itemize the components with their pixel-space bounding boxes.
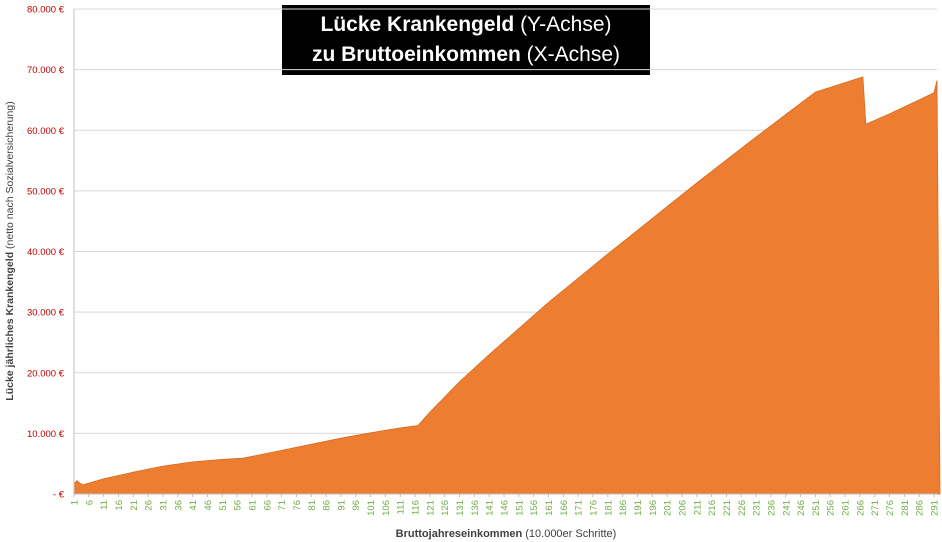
x-tick-label: 101 [366,500,377,516]
x-tick-label: 256 [826,500,837,516]
x-tick-label: 146 [500,500,511,516]
x-tick-label: 291 [930,500,941,516]
x-tick-label: 76 [292,500,303,511]
x-tick-label: 26 [144,500,155,511]
x-tick-labels: 1 6 11 16 21 26 31 36 41 46 51 56 61 66 71 76 81 86 91 96 10… [70,494,941,516]
x-tick-label: 6 [84,500,95,505]
x-tick-label: 261 [841,500,852,516]
axes [73,9,937,495]
x-tick-label: 46 [203,500,214,511]
x-tick-label: 81 [307,500,318,511]
x-tick-label: 281 [900,500,911,516]
area-series-luecke-krankengeld [73,76,941,495]
x-tick-label: 206 [678,500,689,516]
x-tick-label: 226 [737,500,748,516]
x-tick-label: 141 [485,500,496,516]
y-tick-label: 70.000 € [27,65,65,76]
x-tick-label: 181 [603,500,614,516]
x-tick-label: 156 [529,500,540,516]
x-tick-label: 221 [722,500,733,516]
x-tick-label: 271 [870,500,881,516]
x-tick-label: 56 [233,500,244,511]
x-tick-label: 131 [455,500,466,516]
plot-area [73,76,941,495]
x-tick-label: 126 [440,500,451,516]
x-axis-title-bold: Bruttojahreseinkommen [396,528,523,540]
title-line-2-normal: (X-Achse) [520,43,621,66]
x-tick-label: 91 [336,500,347,511]
x-tick-label: 136 [470,500,481,516]
y-tick-label: 60.000 € [27,126,65,137]
x-tick-label: 186 [618,500,629,516]
x-tick-label: 106 [381,500,392,516]
x-tick-label: 211 [692,500,703,515]
title-line-1-normal: (Y-Achse) [514,13,612,36]
x-axis-title: Bruttojahreseinkommen (10.000er Schritte… [396,528,617,540]
x-tick-label: 201 [663,500,674,516]
x-tick-label: 216 [707,500,718,516]
x-tick-label: 196 [648,500,659,516]
x-tick-label: 16 [114,500,125,511]
x-tick-label: 36 [173,500,184,511]
x-axis-title-normal: (10.000er Schritte) [522,528,616,540]
x-tick-label: 166 [559,500,570,516]
x-tick-label: 251 [811,500,822,516]
title-line-2-bold: zu Bruttoeinkommen [311,43,521,66]
x-tick-label: 171 [574,500,585,516]
x-tick-label: 231 [752,500,763,516]
x-tick-label: 11 [99,500,110,510]
x-tick-label: 61 [247,500,258,511]
x-tick-label: 71 [277,500,288,511]
x-tick-label: 66 [262,500,273,511]
x-tick-label: 176 [589,500,600,516]
y-tick-label: 30.000 € [27,308,65,319]
x-tick-label: 1 [70,500,81,505]
x-tick-label: 31 [159,500,170,511]
x-tick-label: 51 [218,500,229,511]
x-tick-label: 111 [396,500,407,514]
x-tick-label: 86 [322,500,333,511]
chart-title-line-1: Lücke Krankengeld (Y-Achse) [282,10,650,40]
x-tick-label: 241 [781,500,792,516]
x-tick-label: 246 [796,500,807,516]
chart-title-line-2: zu Bruttoeinkommen (X-Achse) [282,40,650,70]
x-tick-label: 161 [544,500,555,516]
y-tick-label: 80.000 € [27,5,65,16]
x-tick-label: 266 [855,500,866,516]
y-tick-labels: - € 10.000 € 20.000 € 30.000 € 40.000 € 50.00… [27,5,65,501]
y-axis-title-normal: (netto nach Sozialversicherung) [4,101,16,252]
x-tick-label: 116 [411,500,422,515]
y-tick-label: 50.000 € [27,186,65,197]
x-tick-label: 286 [915,500,926,516]
title-line-1-bold: Lücke Krankengeld [320,13,515,36]
x-tick-label: 191 [633,500,644,516]
x-tick-label: 96 [351,500,362,511]
y-axis-title: Lücke jährliches Krankengeld (netto nach… [4,101,16,400]
x-tick-label: 276 [885,500,896,516]
y-tick-label: 10.000 € [27,429,65,440]
y-tick-label: 20.000 € [27,368,65,379]
y-tick-label: - € [53,490,65,501]
y-axis-title-bold: Lücke jährliches Krankengeld [4,252,16,401]
x-tick-label: 236 [766,500,777,516]
x-tick-label: 21 [129,500,140,511]
y-tick-label: 40.000 € [27,247,65,258]
chart-title: Lücke Krankengeld (Y-Achse) zu Bruttoein… [282,5,650,75]
x-tick-label: 41 [188,500,199,511]
x-tick-label: 151 [514,500,525,516]
x-tick-label: 121 [425,500,436,516]
